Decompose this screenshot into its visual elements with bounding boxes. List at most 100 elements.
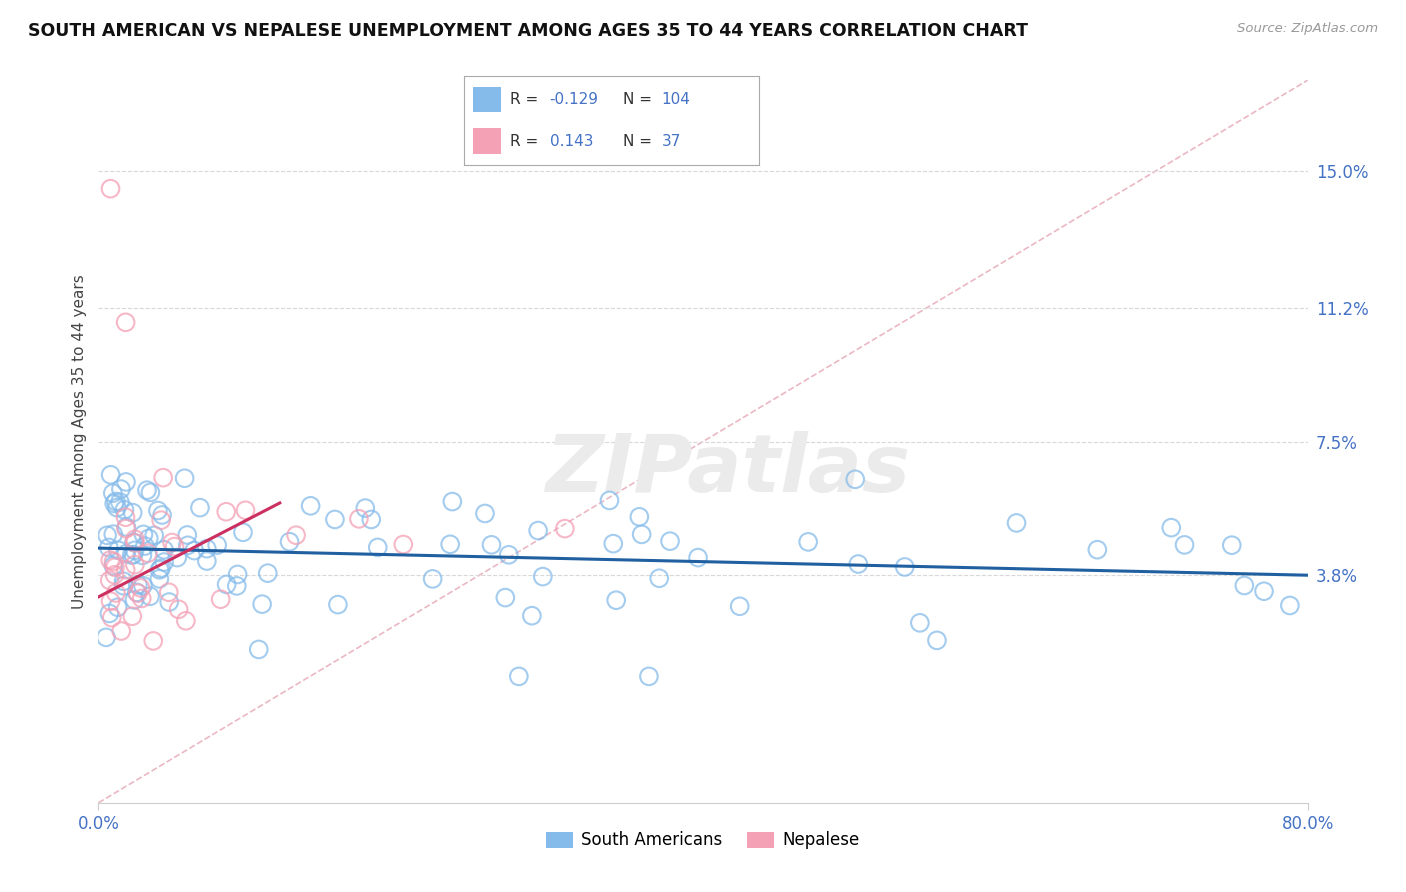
Point xyxy=(105,500,128,515)
Point xyxy=(494,591,516,605)
Point xyxy=(124,533,146,547)
Point xyxy=(602,536,624,550)
Point xyxy=(115,475,138,489)
Point xyxy=(360,512,382,526)
Point xyxy=(103,496,125,510)
Point xyxy=(628,509,651,524)
Text: R =: R = xyxy=(510,134,548,149)
Point xyxy=(110,624,132,638)
Point xyxy=(104,567,127,582)
Point xyxy=(150,513,173,527)
Point xyxy=(527,524,550,538)
Point xyxy=(167,602,190,616)
Point xyxy=(100,467,122,482)
Point xyxy=(441,494,464,508)
Point xyxy=(98,574,121,588)
Text: 37: 37 xyxy=(662,134,681,149)
Point xyxy=(96,528,118,542)
Point xyxy=(136,546,159,560)
Point xyxy=(166,550,188,565)
Point xyxy=(129,581,152,595)
Point xyxy=(121,609,143,624)
Point xyxy=(1253,584,1275,599)
Point xyxy=(177,538,200,552)
Point xyxy=(520,608,543,623)
Point xyxy=(127,586,149,600)
Point xyxy=(132,527,155,541)
Point xyxy=(215,577,238,591)
Point xyxy=(232,525,254,540)
Text: 104: 104 xyxy=(662,92,690,107)
Point xyxy=(150,561,173,575)
Point xyxy=(160,535,183,549)
Point xyxy=(1173,538,1195,552)
Point xyxy=(146,503,169,517)
Point xyxy=(143,528,166,542)
Point xyxy=(103,527,125,541)
Point xyxy=(153,542,176,557)
Point xyxy=(648,571,671,585)
Point xyxy=(114,563,136,577)
Point xyxy=(148,563,170,577)
Point xyxy=(150,508,173,522)
Point xyxy=(188,500,211,515)
Point xyxy=(142,634,165,648)
Point xyxy=(354,501,377,516)
Point xyxy=(326,598,349,612)
Text: ZIPatlas: ZIPatlas xyxy=(544,432,910,509)
Point xyxy=(422,572,444,586)
Point xyxy=(209,592,232,607)
Point xyxy=(125,585,148,599)
Point xyxy=(728,599,751,614)
Point xyxy=(157,585,180,599)
Y-axis label: Unemployment Among Ages 35 to 44 years: Unemployment Among Ages 35 to 44 years xyxy=(72,274,87,609)
Point xyxy=(97,541,120,555)
Point xyxy=(124,536,146,550)
Point xyxy=(163,540,186,554)
Point xyxy=(1085,542,1108,557)
Point xyxy=(100,594,122,608)
Text: N =: N = xyxy=(623,92,657,107)
Point xyxy=(100,181,122,195)
Point xyxy=(474,507,496,521)
Point xyxy=(110,482,132,496)
Point xyxy=(98,553,121,567)
Point xyxy=(925,633,948,648)
Bar xyxy=(472,128,501,154)
Point xyxy=(152,471,174,485)
Point xyxy=(225,579,247,593)
Point xyxy=(226,567,249,582)
Point xyxy=(1160,521,1182,535)
Text: -0.129: -0.129 xyxy=(550,92,599,107)
Point xyxy=(392,537,415,551)
Point xyxy=(894,560,917,574)
Point xyxy=(554,522,576,536)
Point xyxy=(1278,599,1301,613)
Point xyxy=(498,548,520,562)
Point xyxy=(278,534,301,549)
Point xyxy=(131,591,153,606)
Point xyxy=(107,543,129,558)
Point xyxy=(107,600,129,615)
Point xyxy=(134,539,156,553)
Point xyxy=(347,512,370,526)
Text: Source: ZipAtlas.com: Source: ZipAtlas.com xyxy=(1237,22,1378,36)
Point xyxy=(124,593,146,607)
Point xyxy=(323,512,346,526)
Point xyxy=(846,557,869,571)
Point xyxy=(94,631,117,645)
Point xyxy=(122,548,145,562)
Point xyxy=(114,502,136,516)
Point xyxy=(124,558,146,572)
Point xyxy=(122,535,145,549)
Text: SOUTH AMERICAN VS NEPALESE UNEMPLOYMENT AMONG AGES 35 TO 44 YEARS CORRELATION CH: SOUTH AMERICAN VS NEPALESE UNEMPLOYMENT … xyxy=(28,22,1028,40)
Point xyxy=(114,315,136,329)
Point xyxy=(121,548,143,562)
Point xyxy=(101,486,124,500)
Point xyxy=(481,538,503,552)
Point xyxy=(127,578,149,592)
Point xyxy=(598,493,620,508)
Point xyxy=(250,597,273,611)
Point xyxy=(124,543,146,558)
Point xyxy=(115,522,138,536)
